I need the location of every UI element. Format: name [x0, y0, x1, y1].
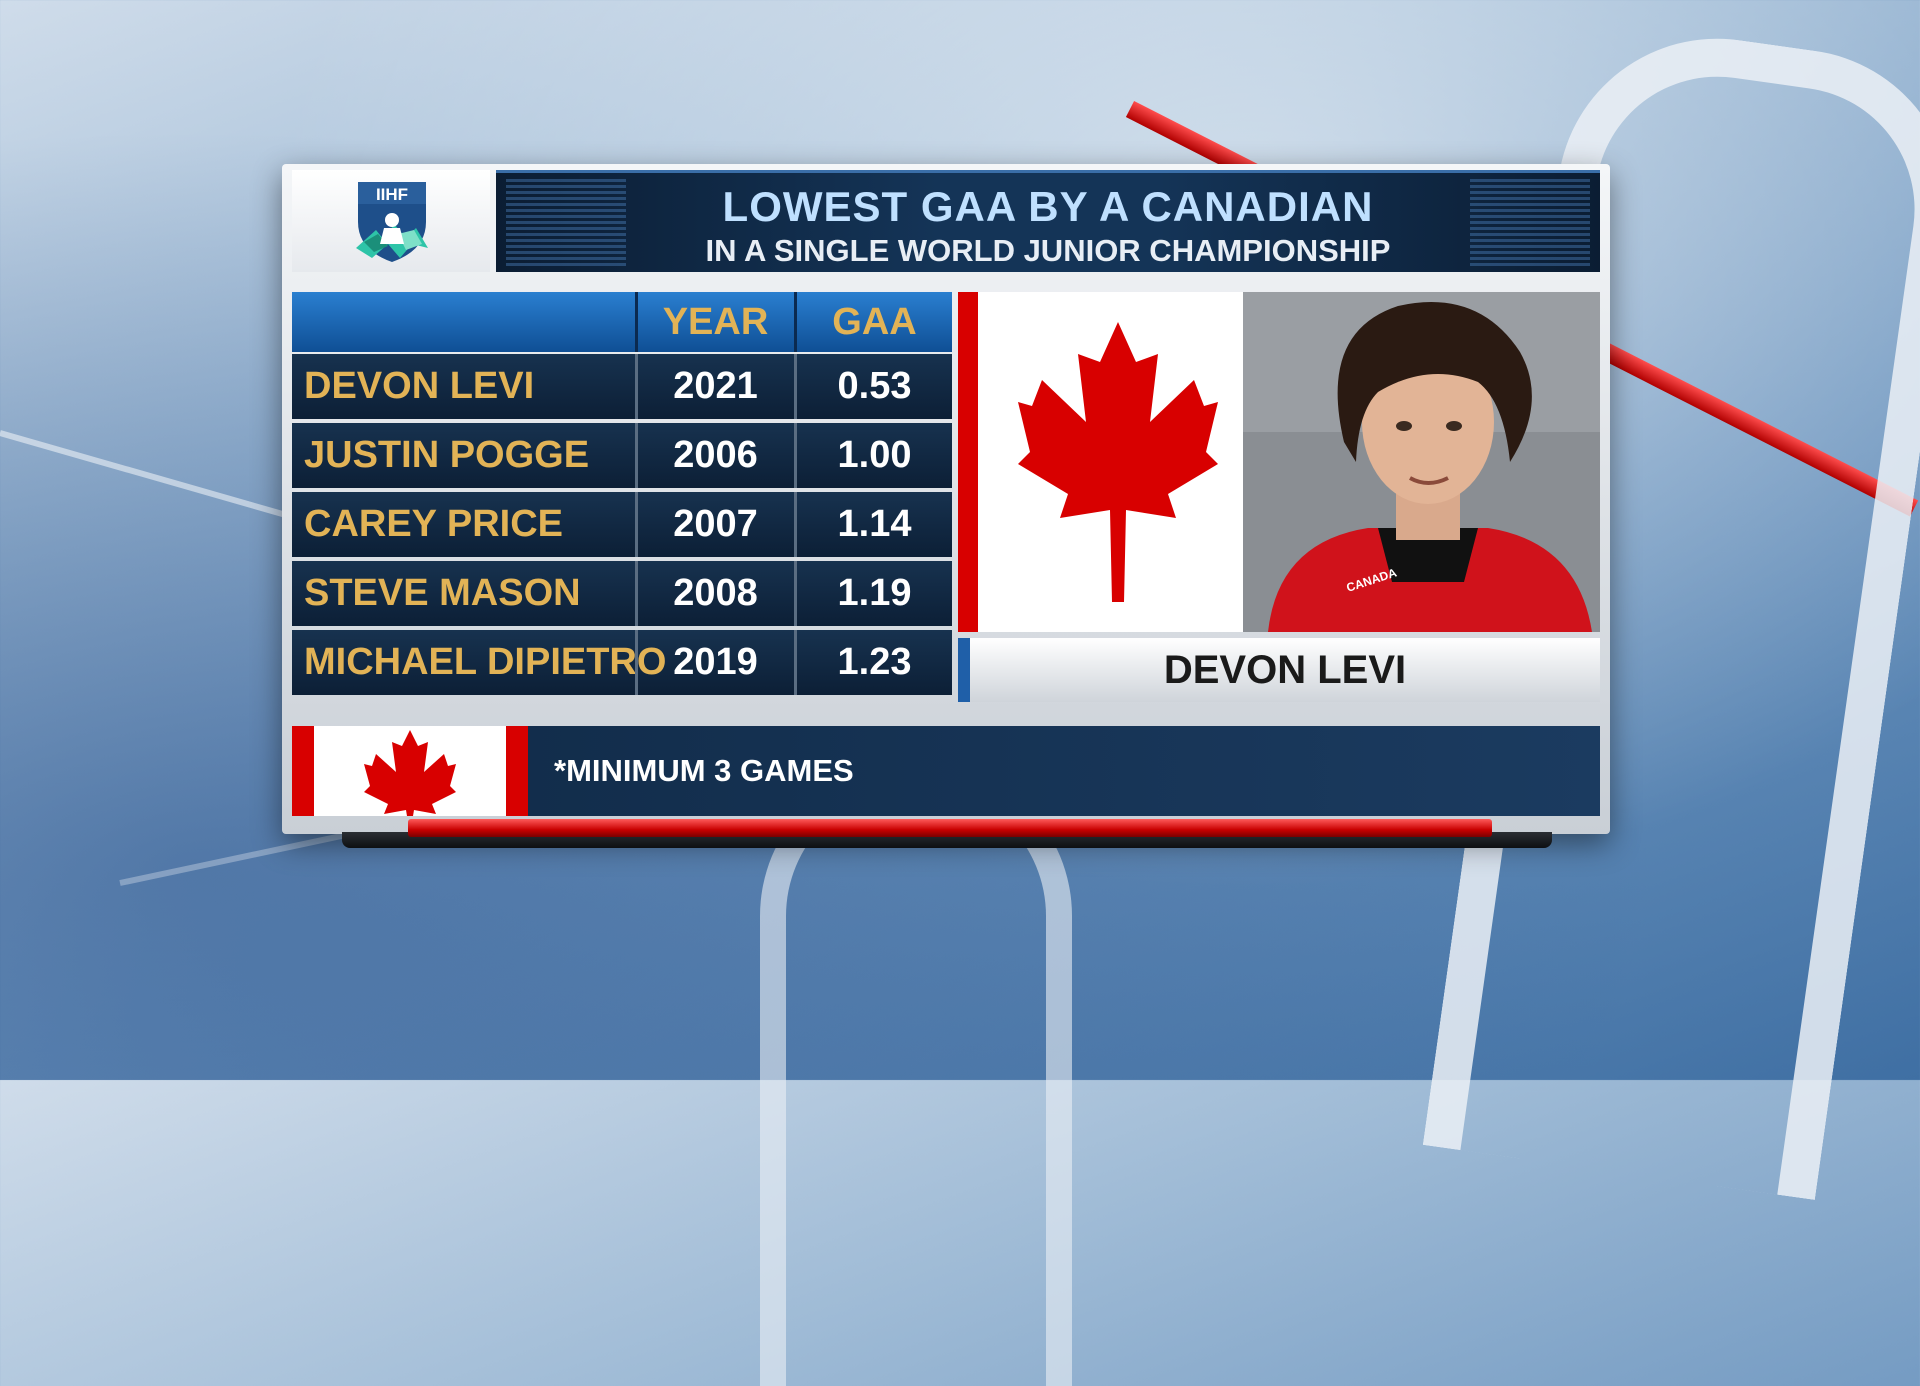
canada-flag-icon [292, 726, 528, 816]
gaa-value: 1.14 [837, 503, 912, 545]
table-row: DEVON LEVI 2021 0.53 [292, 354, 952, 419]
logo-text: IIHF [376, 185, 408, 204]
player-name: CAREY PRICE [304, 503, 564, 545]
player-name: JUSTIN POGGE [304, 434, 590, 476]
player-name: MICHAEL DIPIETRO [304, 641, 667, 683]
column-divider [635, 492, 638, 557]
page-subtitle: IN A SINGLE WORLD JUNIOR CHAMPIONSHIP [705, 233, 1391, 268]
table-row: JUSTIN POGGE 2006 1.00 [292, 423, 952, 488]
column-divider [794, 492, 797, 557]
column-header-gaa: GAA [832, 301, 917, 343]
header: IIHF LOWEST GAA BY A CANADIAN IN A SINGL… [292, 170, 1600, 272]
table-header: YEAR GAA [292, 292, 952, 352]
featured-name-bar: DEVON LEVI [958, 638, 1600, 702]
red-accent-rail [408, 819, 1492, 837]
column-divider [794, 630, 797, 695]
background-arch [760, 760, 1072, 1386]
featured-player-photo: CANADA [958, 292, 1600, 632]
column-divider [635, 292, 638, 352]
column-divider [794, 561, 797, 626]
gaa-value: 1.00 [837, 434, 912, 476]
footer: *MINIMUM 3 GAMES [292, 726, 1600, 816]
gaa-value: 0.53 [837, 365, 912, 407]
column-header-year: YEAR [662, 301, 769, 343]
name-bar-accent [958, 638, 970, 702]
player-name: STEVE MASON [304, 572, 581, 614]
iihf-logo-icon: IIHF [356, 182, 428, 262]
featured-player-name: DEVON LEVI [1163, 648, 1407, 692]
year-value: 2008 [673, 572, 758, 614]
year-value: 2007 [673, 503, 758, 545]
column-divider [794, 292, 797, 352]
table-row: CAREY PRICE 2007 1.14 [292, 492, 952, 557]
column-divider [635, 561, 638, 626]
gaa-value: 1.23 [837, 641, 912, 683]
player-name: DEVON LEVI [304, 365, 535, 407]
player-photo: CANADA [1268, 302, 1592, 632]
title-panel: LOWEST GAA BY A CANADIAN IN A SINGLE WOR… [496, 170, 1600, 272]
column-divider [635, 630, 638, 695]
table-row: STEVE MASON 2008 1.19 [292, 561, 952, 626]
maple-leaf-icon [1018, 322, 1218, 602]
year-value: 2006 [673, 434, 758, 476]
footnote: *MINIMUM 3 GAMES [554, 753, 854, 788]
year-value: 2021 [673, 365, 758, 407]
year-value: 2019 [673, 641, 758, 683]
stat-board: IIHF LOWEST GAA BY A CANADIAN IN A SINGL… [282, 164, 1610, 848]
column-divider [635, 423, 638, 488]
page-title: LOWEST GAA BY A CANADIAN [722, 183, 1374, 230]
gaa-table: YEAR GAA DEVON LEVI 2021 0.53 JUSTIN POG… [292, 292, 952, 702]
iihf-logo-box: IIHF [292, 170, 490, 272]
column-divider [794, 354, 797, 419]
column-divider [794, 423, 797, 488]
table-row: MICHAEL DIPIETRO 2019 1.23 [292, 630, 952, 695]
column-divider [635, 354, 638, 419]
gaa-value: 1.19 [837, 572, 912, 614]
